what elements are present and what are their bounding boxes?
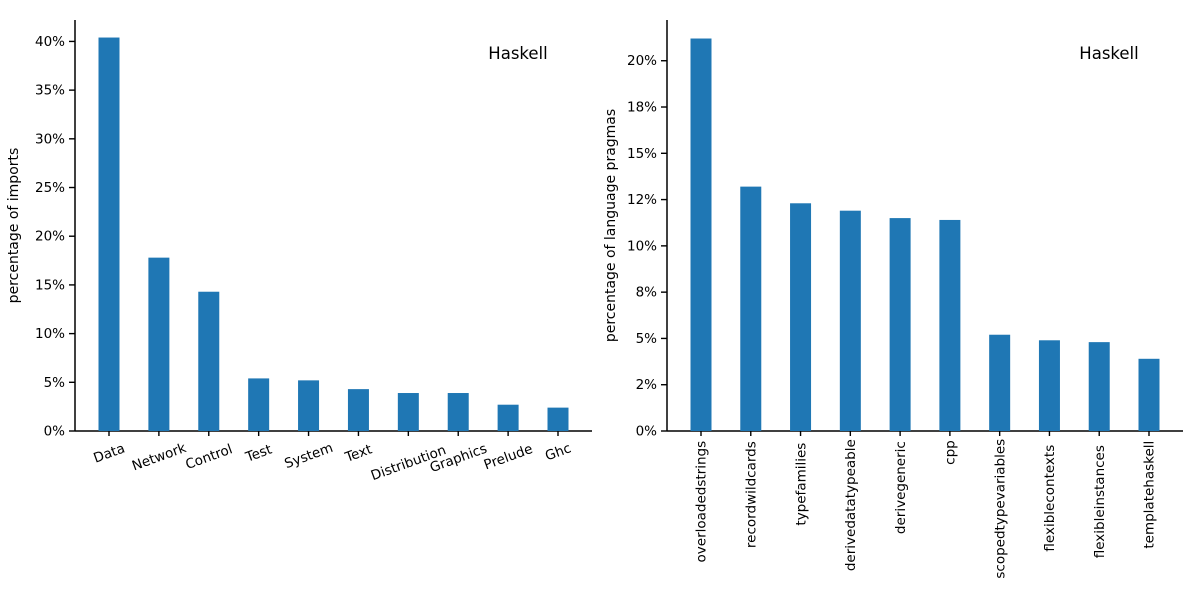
bar-overloadedstrings [690,38,712,431]
bar-Data [98,37,120,431]
y-axis-label-imports: percentage of imports [6,148,22,304]
x-tick-label: Text [342,441,374,466]
y-tick-label: 20% [35,229,65,245]
y-tick-label: 5% [44,375,66,391]
x-tick-label: flexiblecontexts [1042,445,1058,552]
annotation-haskell-left: Haskell [488,44,547,63]
x-tick-label: scopedtypevariables [992,439,1008,579]
x-tick-label: Prelude [482,441,535,473]
y-tick-label: 15% [35,277,65,293]
bar-Control [198,291,220,431]
bar-scopedtypevariables [989,334,1011,431]
y-tick-label: 15% [627,146,657,162]
x-tick-label: derivedatatypeable [843,439,859,571]
bar-templatehaskell [1138,358,1160,431]
x-tick-label: typefamilies [793,443,809,526]
x-tick-label: Data [91,441,127,467]
x-tick-label: Test [243,442,274,466]
y-tick-label: 5% [636,331,658,347]
x-tick-label: Network [130,440,189,474]
x-tick-label: recordwildcards [744,441,760,548]
imports-axes: 0% 5% 10% 15% 20% 25% 30% 35% 40% Data NetworkCont… [35,20,592,484]
x-tick-label: templatehaskell [1142,441,1158,549]
bar-derivegeneric [889,218,911,431]
pragmas-bar-chart: 0% 2% 5% 8% 10% 12% 15% 18% 20% overloadedstrings… [603,20,1183,579]
y-tick-label: 20% [627,53,657,69]
x-tick-label: Ghc [543,440,573,464]
x-tick-label: Control [183,441,234,473]
bar-typefamilies [790,203,812,431]
bar-Distribution [397,393,419,431]
pragmas-axes: 0% 2% 5% 8% 10% 12% 15% 18% 20% overloadedstrings… [627,20,1183,579]
x-tick-label: derivegeneric [893,441,909,534]
bar-derivedatatypeable [839,210,861,431]
x-tick-label: flexibleinstances [1092,445,1108,558]
y-tick-label: 35% [35,83,65,99]
x-tick-label: System [282,440,335,472]
y-tick-label: 0% [636,424,658,440]
y-axis-label-pragmas: percentage of language pragmas [603,109,619,342]
bar-Ghc [547,407,569,431]
y-tick-label: 10% [35,326,65,342]
bar-Text [347,389,369,431]
bar-flexiblecontexts [1038,340,1060,431]
bar-cpp [939,219,961,431]
y-tick-label: 25% [35,180,65,196]
bar-flexibleinstances [1088,342,1110,431]
y-tick-label: 12% [627,192,657,208]
y-tick-label: 40% [35,34,65,50]
bar-Graphics [447,393,469,431]
bar-recordwildcards [740,186,762,431]
x-tick-label: overloadedstrings [694,441,710,563]
y-tick-label: 0% [44,424,66,440]
bar-Test [248,378,270,431]
bar-Prelude [497,404,519,431]
y-tick-label: 30% [35,131,65,147]
y-tick-label: 8% [636,285,658,301]
bar-System [298,380,320,431]
imports-bar-chart: 0% 5% 10% 15% 20% 25% 30% 35% 40% Data NetworkCont… [6,20,592,484]
y-tick-label: 2% [636,377,658,393]
y-tick-label: 10% [627,238,657,254]
y-tick-label: 18% [627,100,657,116]
annotation-haskell-right: Haskell [1079,44,1138,63]
bar-Network [148,257,170,431]
x-tick-label: cpp [943,440,959,465]
